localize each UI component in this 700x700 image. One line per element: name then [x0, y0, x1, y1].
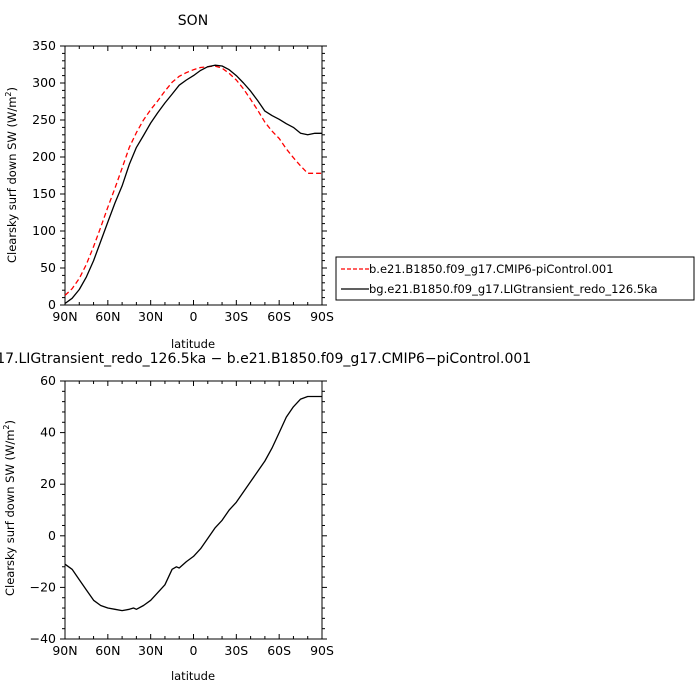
legend-entry-1: bg.e21.B1850.f09_g17.LIGtransient_redo_1…	[341, 282, 658, 296]
top-panel: SON 90N 60N 30N 0 30S 60S 90S 0 50 100 150 200 250 30…	[4, 13, 695, 351]
y-tick-label: −20	[30, 579, 56, 594]
y-tick-label: 150	[32, 186, 56, 201]
y-tick-label: 100	[32, 223, 56, 238]
x-tick-label: 90N	[52, 643, 77, 658]
x-tick-label: 60S	[267, 643, 291, 658]
y-tick-label: 200	[32, 149, 56, 164]
y-tick-label: 300	[32, 75, 56, 90]
series-line-1	[64, 64, 322, 305]
x-tick-label: 30S	[224, 309, 248, 324]
y-tick-label: 350	[32, 38, 56, 53]
top-y-axis-label: Clearsky surf down SW (W/m2)	[4, 87, 19, 263]
plot-frame	[64, 45, 323, 306]
bottom-plot-area: 90N 60N 30N 0 30S 60S 90S −40 −20 0 20 40 60	[30, 373, 334, 658]
y-tick-label: 50	[40, 260, 56, 275]
y-tick-label: 0	[48, 297, 56, 312]
y-tick-label: 60	[40, 373, 56, 388]
series-line-0	[64, 65, 322, 296]
x-tick-label: 0	[190, 309, 198, 324]
y-tick-label: 0	[48, 528, 56, 543]
legend-box	[335, 256, 695, 301]
y-tick-label: 40	[40, 425, 56, 440]
series-line-0	[64, 395, 322, 612]
x-tick-label: 90N	[52, 309, 77, 324]
legend-label-0: b.e21.B1850.f09_g17.CMIP6-piControl.001	[369, 262, 614, 276]
top-plot-area: 90N 60N 30N 0 30S 60S 90S 0 50 100 150 200 250 300 350	[32, 38, 334, 324]
x-tick-label: 90S	[310, 643, 334, 658]
bottom-panel: bg.e21.B1850.f09_g17.LIGtransient_redo_1…	[0, 351, 531, 683]
plot-frame	[64, 380, 323, 640]
x-tick-label: 90S	[310, 309, 334, 324]
x-tick-label: 30S	[224, 643, 248, 658]
x-tick-label: 60S	[267, 309, 291, 324]
x-tick-label: 60N	[95, 643, 120, 658]
x-tick-label: 30N	[138, 309, 163, 324]
legend: b.e21.B1850.f09_g17.CMIP6-piControl.001 …	[335, 256, 695, 301]
y-tick-label: −40	[30, 631, 56, 646]
legend-label-1: bg.e21.B1850.f09_g17.LIGtransient_redo_1…	[369, 282, 658, 296]
x-tick-label: 30N	[138, 643, 163, 658]
x-tick-label: 0	[190, 643, 198, 658]
legend-entry-0: b.e21.B1850.f09_g17.CMIP6-piControl.001	[341, 262, 614, 276]
y-tick-label: 20	[40, 476, 56, 491]
x-tick-label: 60N	[95, 309, 120, 324]
bottom-y-axis-label: Clearsky surf down SW (W/m2)	[2, 420, 17, 596]
y-tick-label: 250	[32, 112, 56, 127]
bottom-x-axis-label: latitude	[171, 669, 215, 683]
bottom-chart-title: bg.e21.B1850.f09_g17.LIGtransient_redo_1…	[0, 351, 531, 367]
top-chart-title: SON	[178, 13, 208, 29]
top-x-axis-label: latitude	[171, 337, 215, 351]
